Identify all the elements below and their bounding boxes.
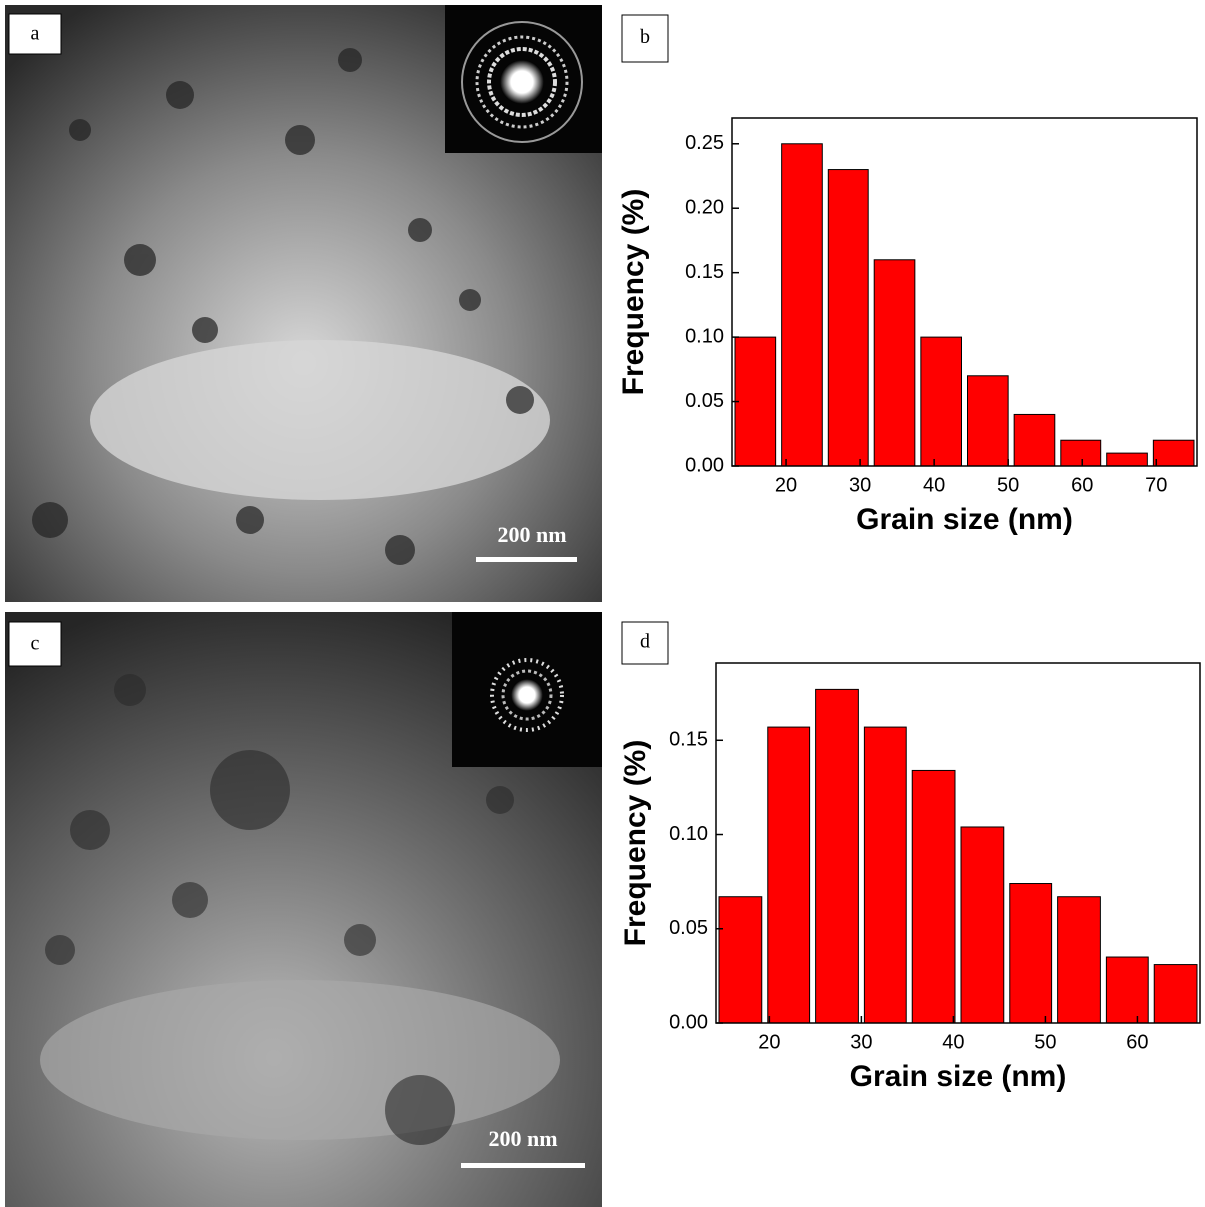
y-tick-label: 0.05 — [669, 917, 708, 939]
bar — [1107, 453, 1148, 466]
scale-bar-label: 200 nm — [488, 1126, 557, 1151]
bar — [1153, 440, 1194, 466]
bar — [1061, 440, 1101, 466]
x-tick-label: 30 — [849, 474, 871, 496]
x-tick-label: 20 — [775, 474, 797, 496]
bar — [735, 337, 776, 466]
bar — [768, 727, 810, 1023]
figure: a 200 nm c 200 nm b 0.00 0.05 0.10 0.15 0.20 0… — [0, 0, 1205, 1207]
x-tick-label: 50 — [1034, 1031, 1056, 1053]
bar — [1010, 884, 1052, 1023]
bar — [968, 376, 1009, 466]
bar — [1058, 897, 1101, 1023]
bar — [782, 144, 823, 466]
y-tick-label: 0.15 — [685, 261, 724, 283]
y-tick-label: 0.10 — [669, 823, 708, 845]
x-axis-label: Grain size (nm) — [856, 503, 1073, 536]
scale-bar-label: 200 nm — [497, 522, 566, 547]
panel-label: d — [640, 631, 650, 653]
bar — [1154, 965, 1197, 1023]
x-tick-label: 70 — [1145, 474, 1167, 496]
y-tick-label: 0.00 — [669, 1011, 708, 1033]
y-tick-label: 0.15 — [669, 729, 708, 751]
y-tick-label: 0.20 — [685, 197, 724, 219]
x-tick-label: 50 — [997, 474, 1019, 496]
y-tick-label: 0.00 — [685, 454, 724, 476]
x-tick-label: 40 — [942, 1031, 964, 1053]
panel-label: b — [640, 26, 650, 48]
bar — [816, 689, 859, 1023]
bar — [961, 827, 1004, 1023]
tem-image-a: a 200 nm — [5, 5, 602, 602]
x-axis-label: Grain size (nm) — [850, 1060, 1067, 1093]
bar — [1014, 414, 1055, 466]
y-axis-label: Frequency (%) — [619, 740, 652, 947]
y-tick-label: 0.25 — [685, 132, 724, 154]
bar — [921, 337, 962, 466]
panel-label: c — [31, 633, 40, 655]
x-tick-label: 30 — [850, 1031, 872, 1053]
bar — [1106, 957, 1148, 1023]
bar — [874, 260, 915, 466]
bar — [719, 897, 762, 1023]
x-tick-label: 60 — [1126, 1031, 1148, 1053]
chart: b 0.00 0.05 0.10 0.15 0.20 0.25 20 30 40 50 60 70 Gra… — [617, 15, 1197, 536]
x-tick-label: 20 — [758, 1031, 780, 1053]
panel-label: a — [31, 23, 40, 45]
bar — [828, 170, 868, 466]
bar — [864, 727, 906, 1023]
bar — [912, 770, 955, 1023]
y-tick-label: 0.10 — [685, 325, 724, 347]
y-tick-label: 0.05 — [685, 390, 724, 412]
tem-image-c: c 200 nm — [5, 612, 602, 1207]
x-tick-label: 40 — [923, 474, 945, 496]
x-tick-label: 60 — [1071, 474, 1093, 496]
y-axis-label: Frequency (%) — [617, 189, 650, 396]
chart: d 0.00 0.05 0.10 0.15 20 30 40 50 60 Grain size (n… — [619, 622, 1200, 1093]
